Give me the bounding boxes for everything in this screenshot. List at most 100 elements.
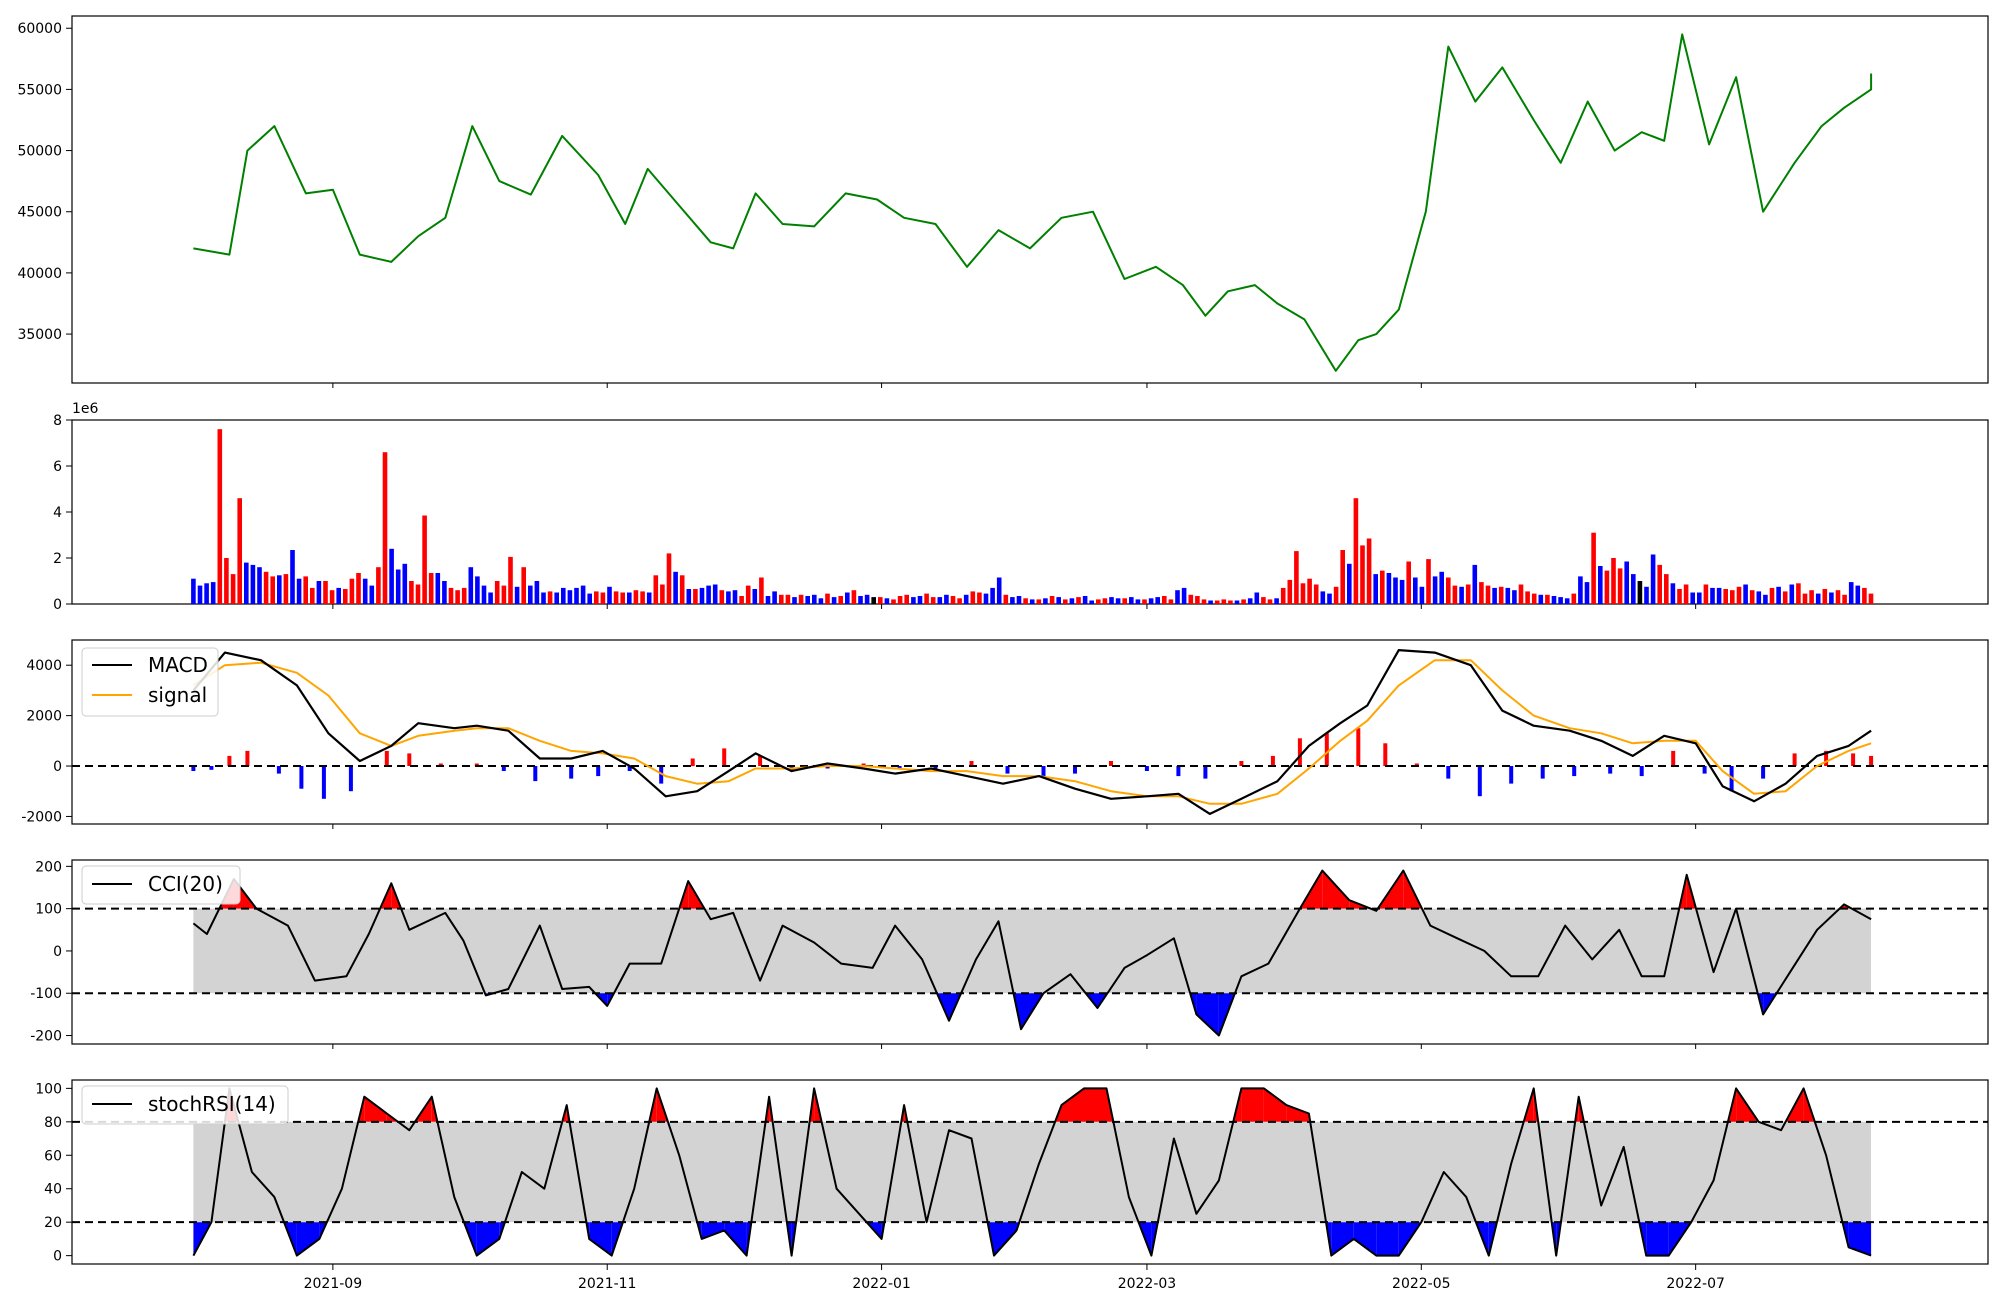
volume-bar (1736, 586, 1742, 605)
volume-bar (1551, 596, 1557, 604)
volume-bar (1868, 593, 1874, 604)
volume-bar (528, 585, 533, 604)
volume-bar (1135, 599, 1141, 604)
volume-bar (488, 592, 493, 604)
volume-bar (230, 574, 236, 604)
volume-bar (422, 515, 427, 604)
macd-ytick-label: 2000 (26, 709, 62, 725)
volume-bar (858, 596, 863, 604)
volume-bar (957, 598, 962, 605)
macd-hist-bar (1414, 763, 1419, 766)
stochrsi-under-fill (589, 1222, 612, 1256)
volume-bar (1426, 559, 1431, 604)
macd-hist-bar (1356, 728, 1361, 766)
macd-hist-bar (1671, 750, 1676, 766)
volume-bar (395, 569, 401, 604)
volume-bar (541, 592, 546, 604)
volume-bar (759, 577, 764, 604)
macd-hist-bar (348, 766, 353, 792)
volume-bar (415, 584, 421, 604)
volume-bar (950, 596, 956, 604)
macd-hist-bar (659, 766, 664, 784)
volume-bar (1822, 589, 1828, 604)
macd-hist-bar (627, 766, 632, 771)
macd-hist-bar (474, 763, 479, 766)
volume-bar (1036, 599, 1042, 604)
volume-bar (805, 596, 810, 604)
macd-hist-bar (1203, 766, 1208, 779)
volume-bar (1162, 596, 1167, 604)
volume-bar (1386, 573, 1392, 604)
volume-bar (204, 583, 209, 604)
volume-bar (884, 598, 890, 605)
volume-bar (1809, 590, 1814, 604)
stochrsi-legend: stochRSI(14) (81, 1085, 289, 1125)
macd-ytick-label: 4000 (26, 658, 62, 674)
macd-hist-bar (299, 766, 304, 789)
volume-bar (1617, 568, 1623, 604)
volume-bar (752, 589, 758, 604)
stochrsi-under-fill (1646, 1222, 1669, 1256)
volume-bar (1637, 581, 1643, 604)
volume-bar (1313, 584, 1319, 604)
volume-bar (1043, 598, 1048, 605)
volume-bar (329, 590, 335, 604)
volume-bar (1690, 592, 1695, 604)
volume-bar (1710, 587, 1715, 604)
volume-bar (1584, 582, 1590, 604)
signal-line (192, 659, 1872, 805)
volume-bar (362, 578, 368, 604)
volume-bar (1531, 593, 1537, 604)
volume-bar (1716, 587, 1722, 604)
volume-bar (1234, 600, 1240, 604)
volume-bar (1294, 551, 1299, 604)
macd-hist-bar (533, 766, 538, 782)
volume-bar (1089, 600, 1094, 604)
volume-bar (1485, 585, 1491, 604)
volume-bar (1650, 554, 1656, 604)
volume-bar (1360, 545, 1365, 604)
volume-bar (1505, 587, 1511, 604)
volume-bar (1459, 586, 1464, 605)
stochrsi-ytick-label: 20 (44, 1215, 62, 1231)
cci-ytick-label: 0 (53, 944, 62, 960)
macd-hist-bar (1073, 766, 1077, 774)
volume-bar (917, 596, 923, 604)
volume-bar (845, 592, 850, 604)
volume-bar (1657, 564, 1662, 604)
volume-bar (1723, 589, 1728, 604)
volume-bar (1815, 593, 1821, 604)
volume-bar (693, 589, 698, 604)
volume-bar (1525, 591, 1530, 604)
macd-hist-bar (321, 766, 326, 799)
volume-bar (481, 585, 487, 604)
volume-bar (1763, 594, 1768, 604)
volume-bar (600, 592, 606, 604)
volume-bar (930, 597, 936, 604)
stochrsi-over-fill (1241, 1088, 1264, 1122)
volume-bar (1280, 587, 1286, 604)
volume-bar (263, 571, 269, 604)
volume-bar (864, 594, 870, 604)
volume-bar (1142, 599, 1147, 604)
volume-bar (1419, 586, 1425, 605)
volume-bar (1307, 578, 1312, 604)
volume-bar (706, 585, 711, 604)
volume-bar (1703, 584, 1709, 604)
volume-bar (772, 591, 777, 604)
volume-bar (1683, 584, 1689, 604)
volume-bar (521, 567, 526, 604)
volume-bar (1261, 597, 1266, 604)
x-tick-label: 2021-09 (304, 1276, 363, 1292)
macd-hist-bar (1639, 766, 1644, 777)
volume-bar (633, 590, 639, 604)
volume-bar (283, 574, 289, 604)
volume-bar (1644, 586, 1649, 605)
stochrsi-over-fill (1084, 1088, 1107, 1122)
macd-hist-bar (1144, 766, 1149, 771)
volume-bar (547, 591, 553, 604)
cci-ytick-label: 100 (35, 902, 62, 918)
volume-bar (779, 594, 784, 604)
volume-bar (977, 592, 982, 604)
volume-bar (1380, 570, 1385, 604)
